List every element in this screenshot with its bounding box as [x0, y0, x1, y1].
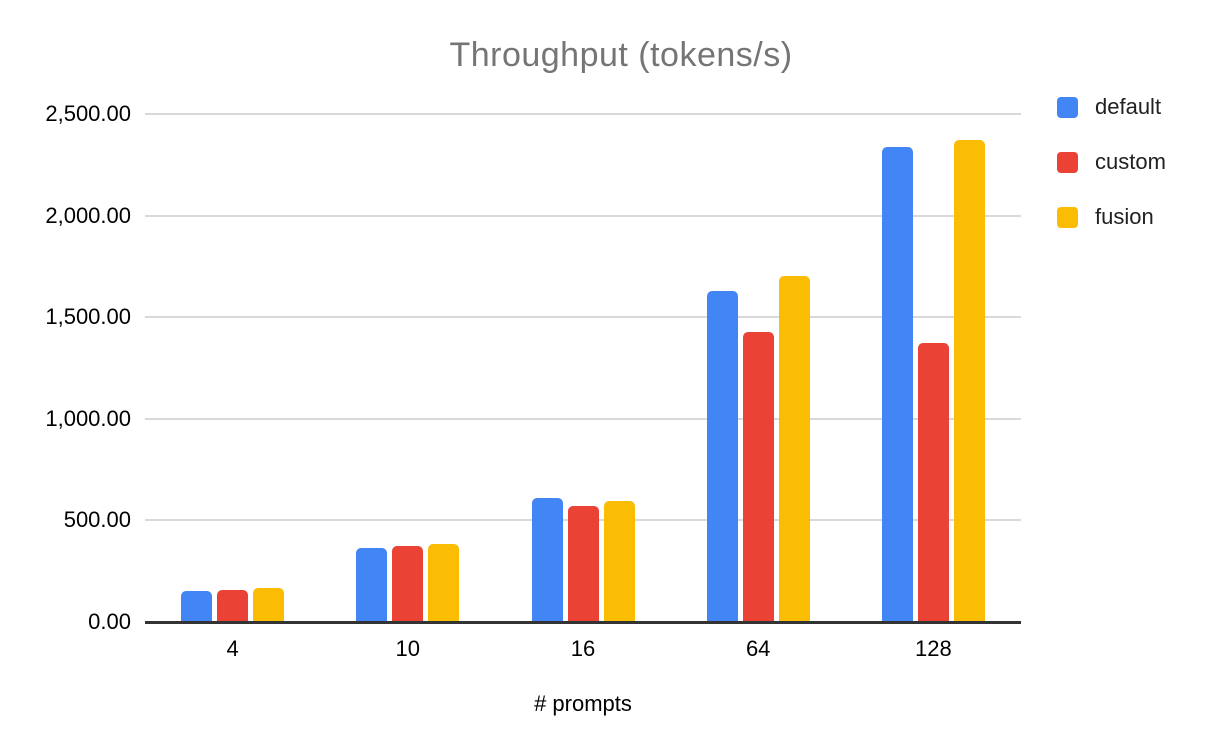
y-tick-label-1000: 1,000.00 [45, 405, 131, 431]
x-axis-line [145, 620, 1021, 624]
x-tick-label-4: 4 [226, 636, 239, 661]
legend-label-default: default [1095, 94, 1162, 119]
legend-swatch-fusion [1057, 206, 1078, 228]
legend-label-fusion: fusion [1095, 204, 1154, 229]
x-tick-label-16: 16 [570, 636, 596, 661]
bar-fusion-16 [603, 500, 635, 622]
legend-item-default: default [1057, 96, 1166, 118]
y-tick-label-2500: 2,500.00 [45, 101, 131, 126]
y-tick-label-0: 0.00 [88, 609, 131, 634]
x-axis-title: # prompts [534, 691, 632, 716]
plot-area: 0.00 500.00 1,000.00 1,500.00 2,000.00 2,500.… [45, 102, 1021, 661]
bar-fusion-4 [253, 587, 285, 622]
bar-group-16 [531, 114, 635, 622]
gridline-1000 [145, 417, 1021, 420]
bar-default-4 [181, 591, 213, 622]
x-tick-label-64: 64 [745, 636, 771, 661]
bar-custom-64 [742, 332, 774, 622]
y-tick-label-2000: 2,000.00 [45, 202, 131, 228]
legend-label-custom: custom [1095, 149, 1166, 174]
bar-default-64 [706, 290, 738, 622]
bar-fusion-128 [953, 140, 985, 622]
bar-default-16 [531, 498, 563, 622]
bar-group-64 [706, 114, 810, 622]
bar-custom-10 [392, 545, 424, 622]
x-tick-label-128: 128 [915, 636, 952, 661]
bar-custom-16 [567, 505, 599, 622]
bar-custom-128 [917, 342, 949, 622]
gridline-1500 [145, 316, 1021, 319]
bar-group-4 [181, 114, 285, 622]
bar-fusion-64 [778, 275, 810, 622]
legend-item-custom: custom [1057, 151, 1166, 173]
legend-swatch-custom [1057, 151, 1078, 173]
legend-swatch-default [1057, 96, 1078, 118]
legend: default custom fusion [1057, 96, 1166, 228]
bar-group-128 [881, 114, 985, 622]
bar-group-10 [356, 114, 460, 622]
bar-default-128 [881, 146, 913, 622]
y-tick-label-1500: 1,500.00 [45, 304, 131, 330]
bar-custom-4 [217, 589, 249, 622]
gridline-2000 [145, 214, 1021, 217]
y-tick-label-500: 500.00 [63, 507, 131, 533]
gridline-2500 [145, 113, 1021, 115]
bar-default-10 [356, 547, 388, 622]
chart-title: Throughput (tokens/s) [449, 36, 793, 74]
legend-item-fusion: fusion [1057, 206, 1166, 228]
bar-fusion-10 [428, 543, 460, 622]
x-tick-label-10: 10 [395, 636, 421, 661]
